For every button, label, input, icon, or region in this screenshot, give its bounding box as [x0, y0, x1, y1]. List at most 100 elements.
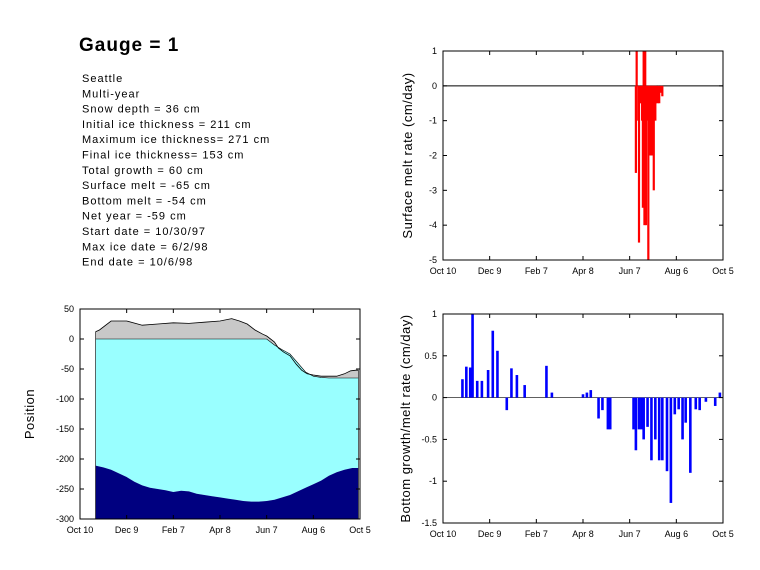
bar — [486, 370, 490, 398]
bar — [650, 397, 653, 461]
x-tick-label: Feb 7 — [525, 529, 548, 539]
y-tick-label: -300 — [56, 514, 74, 524]
info-line: Seattle — [82, 73, 123, 85]
y-tick-label: -200 — [56, 454, 74, 464]
bar — [634, 85, 637, 173]
bar — [642, 51, 645, 86]
bar — [589, 390, 593, 398]
x-tick-label: Aug 6 — [665, 266, 689, 276]
bar — [468, 367, 472, 398]
bar — [637, 397, 641, 430]
y-tick-label: -4 — [429, 220, 437, 230]
bar — [677, 397, 680, 410]
y-tick-label: -0.5 — [421, 434, 437, 444]
y-tick-label: 1 — [432, 309, 437, 319]
bar — [673, 397, 677, 415]
bar — [461, 379, 464, 398]
bar — [652, 85, 655, 191]
bar — [689, 397, 692, 473]
bar — [638, 85, 641, 104]
bar — [608, 397, 612, 430]
y-tick-label: -1 — [429, 116, 437, 126]
y-tick-label: -100 — [56, 394, 74, 404]
info-line: Net year = -59 cm — [82, 211, 187, 223]
bar — [637, 85, 641, 243]
bar — [694, 397, 698, 410]
x-tick-label: Dec 9 — [478, 266, 502, 276]
snow-surface-line — [95, 318, 359, 377]
bar — [597, 397, 600, 419]
surface_melt-plot-area — [443, 51, 723, 260]
ice-layer — [95, 339, 359, 502]
bar — [550, 392, 554, 398]
y-axis-label: Surface melt rate (cm/day) — [400, 72, 415, 238]
info-block: Seattle Multi-year Snow depth = 36 cm Initi… — [82, 73, 270, 269]
y-tick-label: 50 — [64, 304, 74, 314]
y-tick-label: -150 — [56, 424, 74, 434]
plot-frame — [442, 50, 724, 261]
bar — [656, 85, 659, 104]
y-tick-label: 0 — [432, 81, 437, 91]
bar — [475, 380, 479, 398]
bottom_rate-plot-area — [443, 314, 723, 503]
bar — [523, 385, 526, 398]
bar — [496, 350, 499, 398]
bar — [644, 85, 648, 226]
x-tick-label: Dec 9 — [115, 525, 139, 535]
bar — [657, 397, 661, 461]
gauge-title: Gauge = 1 — [79, 35, 179, 56]
bar — [606, 397, 610, 430]
y-tick-label: 0.5 — [424, 351, 437, 361]
y-tick-label: 1 — [432, 46, 437, 56]
x-tick-label: Oct 5 — [712, 529, 734, 539]
bar — [644, 51, 647, 86]
bar — [581, 394, 585, 398]
bar — [646, 397, 649, 427]
bar — [658, 85, 661, 104]
x-tick-label: Apr 8 — [572, 266, 594, 276]
bar — [491, 330, 495, 398]
bar — [634, 397, 638, 451]
x-tick-label: Apr 8 — [572, 529, 594, 539]
x-tick-label: Dec 9 — [478, 529, 502, 539]
bar — [635, 51, 638, 86]
y-tick-label: -2 — [429, 151, 437, 161]
bar — [654, 397, 657, 440]
y-tick-label: -1 — [429, 476, 437, 486]
x-tick-label: Oct 10 — [430, 529, 457, 539]
bar — [669, 397, 673, 503]
bar — [641, 85, 644, 208]
y-tick-label: -250 — [56, 484, 74, 494]
bar — [465, 366, 468, 398]
bar — [647, 85, 650, 260]
bar — [505, 397, 509, 411]
bar — [659, 85, 662, 93]
x-tick-label: Feb 7 — [162, 525, 185, 535]
info-line: Maximum ice thickness= 271 cm — [82, 134, 270, 146]
bar — [718, 392, 722, 398]
x-tick-label: Jun 7 — [619, 266, 641, 276]
ocean-layer — [95, 465, 359, 519]
bar — [642, 397, 645, 440]
bar — [681, 397, 684, 440]
y-tick-label: 0 — [432, 393, 437, 403]
info-line: Bottom melt = -54 cm — [82, 195, 207, 207]
y-axis-label: Bottom growth/melt rate (cm/day) — [398, 314, 413, 522]
ice-surface-line — [95, 338, 359, 379]
bar — [704, 397, 708, 402]
bar — [480, 380, 484, 398]
y-axis-label: Position — [22, 389, 37, 439]
info-line: Max ice date = 6/2/98 — [82, 241, 208, 253]
bar — [713, 397, 717, 406]
y-tick-label: 0 — [69, 334, 74, 344]
bar — [545, 365, 548, 398]
info-line: Final ice thickness= 153 cm — [82, 150, 244, 162]
snow-layer — [95, 318, 359, 378]
info-line: Start date = 10/30/97 — [82, 226, 206, 238]
y-tick-label: -1.5 — [421, 518, 437, 528]
bar — [640, 397, 643, 430]
bar — [515, 375, 519, 398]
